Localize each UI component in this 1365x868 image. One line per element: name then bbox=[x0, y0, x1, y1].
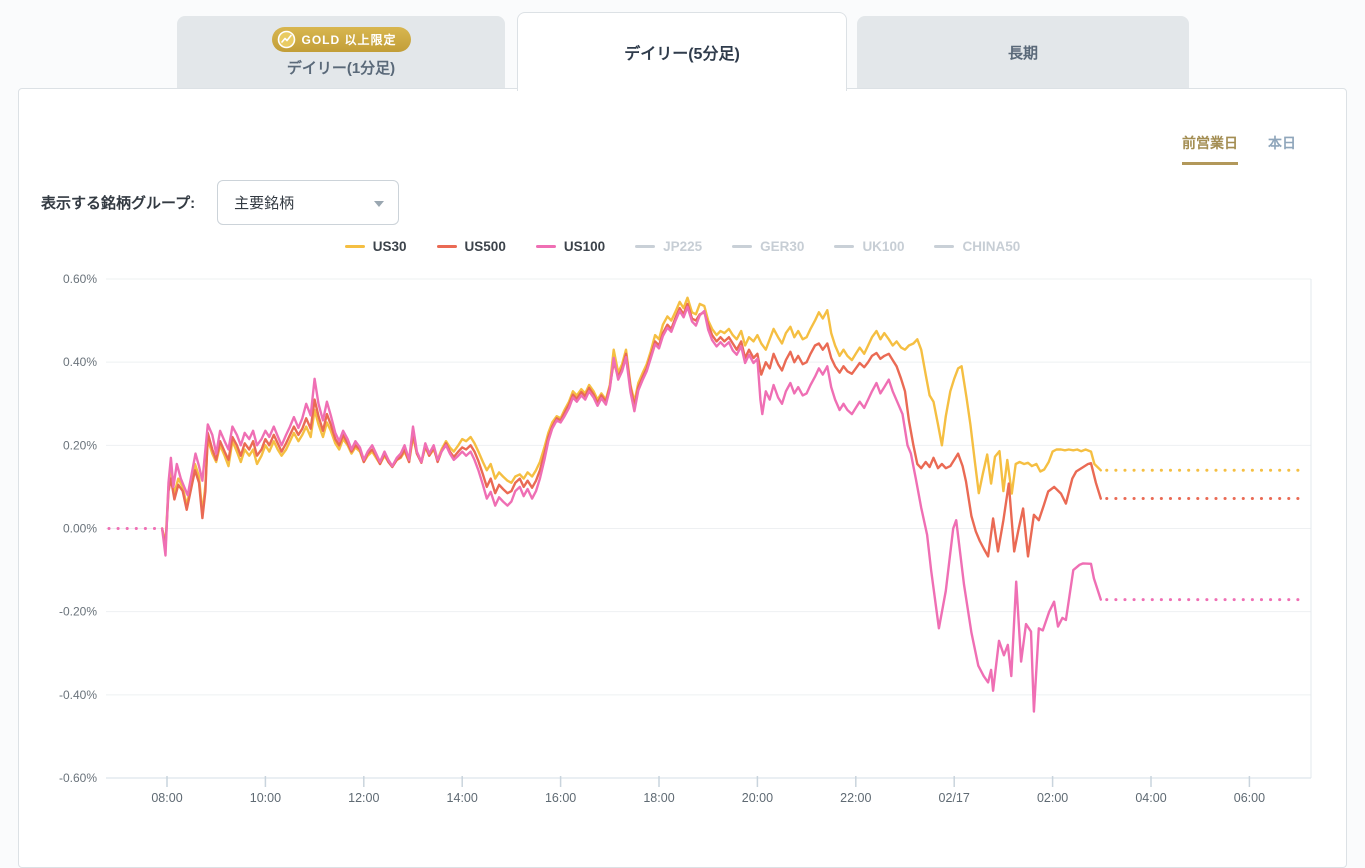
legend-item-CHINA50[interactable]: CHINA50 bbox=[934, 239, 1020, 254]
y-axis-label: 0.00% bbox=[63, 522, 97, 536]
series-US100 bbox=[160, 305, 1103, 713]
legend-label: US30 bbox=[372, 239, 407, 254]
tab-long-term-label: 長期 bbox=[1007, 44, 1038, 62]
legend-swatch bbox=[344, 245, 365, 248]
legend-label: CHINA50 bbox=[962, 239, 1021, 254]
series-US30 bbox=[160, 296, 1103, 545]
legend-swatch bbox=[834, 245, 855, 248]
chart: 0.60% 0.40% 0.20% 0.00% -0.20% -0.40% -0.60% 08… bbox=[59, 272, 1312, 805]
x-axis-label: 22:00 bbox=[840, 791, 871, 805]
legend-label: UK100 bbox=[862, 239, 905, 254]
series-US500 bbox=[160, 302, 1103, 558]
y-axis-label: -0.40% bbox=[59, 688, 97, 702]
legend-item-JP225[interactable]: JP225 bbox=[635, 239, 702, 254]
x-axis-label: 08:00 bbox=[151, 791, 182, 805]
gold-badge: GOLD 以上限定 bbox=[271, 26, 411, 52]
legend-item-GER30[interactable]: GER30 bbox=[732, 239, 804, 254]
tab-daily-5min-label: デイリー(5分足) bbox=[624, 46, 740, 63]
y-axis-label: -0.60% bbox=[59, 771, 97, 785]
y-axis-label: 0.40% bbox=[63, 355, 97, 369]
y-axis-label: 0.60% bbox=[63, 272, 97, 286]
toggle-today[interactable]: 本日 bbox=[1268, 135, 1296, 151]
tab-daily-1min-label: デイリー(1分足) bbox=[286, 59, 396, 77]
chevron-down-icon bbox=[374, 201, 385, 207]
x-axis-label: 16:00 bbox=[545, 791, 576, 805]
x-axis-label: 18:00 bbox=[643, 791, 674, 805]
legend-swatch bbox=[635, 245, 656, 248]
x-axis-label: 02/17 bbox=[939, 791, 970, 805]
x-axis-label: 02:00 bbox=[1037, 791, 1068, 805]
y-axis-label: 0.20% bbox=[63, 438, 97, 452]
chart-panel: 前営業日 本日 表示する銘柄グループ: 主要銘柄 US30 US500 US100 J… bbox=[18, 88, 1347, 868]
symbol-group-selector-row: 表示する銘柄グループ: 主要銘柄 bbox=[41, 180, 400, 225]
tab-daily-5min[interactable]: デイリー(5分足) bbox=[517, 12, 847, 91]
symbol-group-select[interactable]: 主要銘柄 bbox=[217, 180, 400, 225]
y-axis-label: -0.20% bbox=[59, 605, 97, 619]
symbol-group-value: 主要銘柄 bbox=[234, 195, 295, 212]
legend-label: GER30 bbox=[760, 239, 805, 254]
chart-area: 0.60% 0.40% 0.20% 0.00% -0.20% -0.40% -0.60% 08… bbox=[19, 269, 1348, 829]
tab-daily-1min[interactable]: GOLD 以上限定 デイリー(1分足) bbox=[177, 16, 505, 88]
gold-badge-label: GOLD 以上限定 bbox=[301, 32, 397, 47]
tab-long-term[interactable]: 長期 bbox=[857, 16, 1189, 88]
legend-item-US500[interactable]: US500 bbox=[436, 239, 506, 254]
legend-item-UK100[interactable]: UK100 bbox=[834, 239, 904, 254]
period-toggle: 前営業日 本日 bbox=[1182, 133, 1296, 165]
legend-label: US500 bbox=[464, 239, 506, 254]
legend-swatch bbox=[732, 245, 753, 248]
legend-swatch bbox=[535, 245, 556, 248]
chart-legend: US30 US500 US100 JP225 GER30 UK100 CHINA50 bbox=[19, 239, 1346, 254]
legend-item-US30[interactable]: US30 bbox=[344, 239, 407, 254]
legend-label: US100 bbox=[563, 239, 606, 254]
toggle-prev-business-day[interactable]: 前営業日 bbox=[1182, 133, 1238, 165]
x-axis-label: 06:00 bbox=[1234, 791, 1265, 805]
symbol-group-label: 表示する銘柄グループ: bbox=[41, 195, 196, 212]
x-axis-label: 20:00 bbox=[742, 791, 773, 805]
legend-swatch bbox=[436, 245, 457, 248]
x-axis-label: 04:00 bbox=[1135, 791, 1166, 805]
x-axis-label: 10:00 bbox=[250, 791, 281, 805]
legend-item-US100[interactable]: US100 bbox=[535, 239, 606, 254]
legend-swatch bbox=[934, 245, 955, 248]
x-axis-label: 12:00 bbox=[348, 791, 379, 805]
x-axis-label: 14:00 bbox=[447, 791, 478, 805]
gold-coin-icon bbox=[277, 30, 295, 48]
legend-label: JP225 bbox=[663, 239, 703, 254]
